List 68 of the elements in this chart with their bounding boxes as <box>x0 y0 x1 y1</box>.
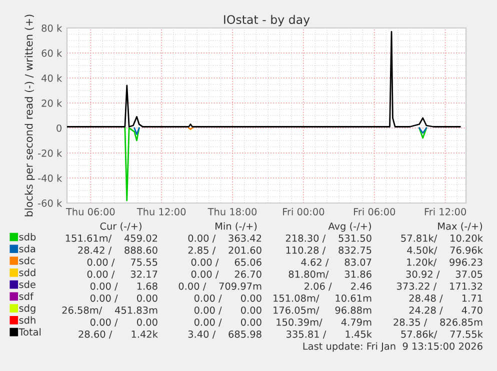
text: 373.22 / 171.32 <box>396 282 482 291</box>
x-tick-label: Fri 12:00 <box>424 208 466 216</box>
legend-label: sdc <box>19 256 35 264</box>
text: 0.00 / 65.06 <box>191 258 262 267</box>
text: 57.86k/ 77.55k <box>401 330 483 339</box>
line-series <box>124 127 140 202</box>
text: 0.00 / 75.55 <box>87 258 158 267</box>
text: 0.00 / 0.00 <box>194 318 262 327</box>
y-tick-label: -20 k <box>38 149 62 157</box>
text: Max (-/+) <box>438 222 482 231</box>
legend-label: sda <box>19 244 36 252</box>
text: 28.60 / 1.42k <box>78 330 158 339</box>
text: 2.06 / 2.46 <box>304 282 372 291</box>
legend-label: sdf <box>19 292 34 300</box>
chart-title: IOstat - by day <box>224 14 310 26</box>
text: 151.08m/ 10.61m <box>274 294 372 303</box>
legend-label: sdb <box>19 233 36 241</box>
y-tick-label: 0 <box>56 124 62 132</box>
text: 57.81k/ 10.20k <box>401 234 483 243</box>
text: 0.00 / 1.68 <box>90 282 158 291</box>
text: 1.20k/ 996.23 <box>407 258 482 267</box>
text: 28.42 / 888.60 <box>78 246 158 255</box>
text: 150.39m/ 4.79m <box>276 318 372 327</box>
x-tick-label: Thu 18:00 <box>208 208 257 216</box>
text: 110.28 / 832.75 <box>286 246 372 255</box>
y-tick-label: 80 k <box>42 24 62 32</box>
x-tick-label: Fri 06:00 <box>354 208 396 216</box>
text: 218.30 / 531.50 <box>286 234 372 243</box>
text: 28.35 / 826.85m <box>394 318 482 327</box>
text: 0.00 / 26.70 <box>191 270 262 279</box>
line-series <box>67 31 461 128</box>
legend-label: sde <box>19 280 36 288</box>
y-tick-label: -60 k <box>38 199 62 207</box>
y-tick-label: 60 k <box>42 49 62 57</box>
text: 4.50k/ 76.96k <box>407 246 483 255</box>
text: 2.85 / 201.60 <box>188 246 262 255</box>
text: Cur (-/+) <box>100 222 142 231</box>
legend-label: Total <box>18 328 41 336</box>
text: 3.40 / 685.98 <box>188 330 262 339</box>
text: 0.00 / 0.00 <box>194 294 262 303</box>
text: Avg (-/+) <box>328 222 371 232</box>
text: Min (-/+) <box>216 222 257 231</box>
y-tick-label: 40 k <box>42 74 62 82</box>
text: 0.00 / 0.00 <box>194 306 262 315</box>
x-tick-label: Thu 06:00 <box>66 208 115 216</box>
text: 0.00 / 709.97m <box>178 282 262 291</box>
text: 28.48 / 1.71 <box>409 294 482 303</box>
text: 26.58m/ 451.83m <box>62 306 158 315</box>
y-tick-label: -40 k <box>38 174 62 182</box>
text: 4.62 / 83.07 <box>301 258 372 267</box>
text: 0.00 / 0.00 <box>90 318 158 327</box>
legend-label: sdg <box>19 304 36 314</box>
x-tick-label: Fri 00:00 <box>283 208 324 216</box>
text: Last update: Fri Jan 9 13:15:00 2026 <box>303 342 482 352</box>
y-tick-label: 20 k <box>42 99 62 107</box>
legend-label: sdh <box>19 316 36 324</box>
text: 24.28 / 4.70 <box>409 306 482 315</box>
y-axis-title: blocks per second read (-) / written (+) <box>24 14 35 216</box>
legend-label: sdd <box>19 268 36 276</box>
text: 176.05m/ 96.88m <box>274 306 372 315</box>
text: 151.61m/ 459.02 <box>66 234 158 243</box>
text: 30.92 / 37.05 <box>406 270 482 279</box>
text: 81.80m/ 31.86 <box>288 270 372 279</box>
text: 335.81 / 1.45k <box>286 330 372 339</box>
text: 0.00 / 363.42 <box>188 234 262 243</box>
text: 0.00 / 0.00 <box>90 294 158 303</box>
text: 0.00 / 32.17 <box>87 270 158 279</box>
x-tick-label: Thu 12:00 <box>136 208 186 216</box>
